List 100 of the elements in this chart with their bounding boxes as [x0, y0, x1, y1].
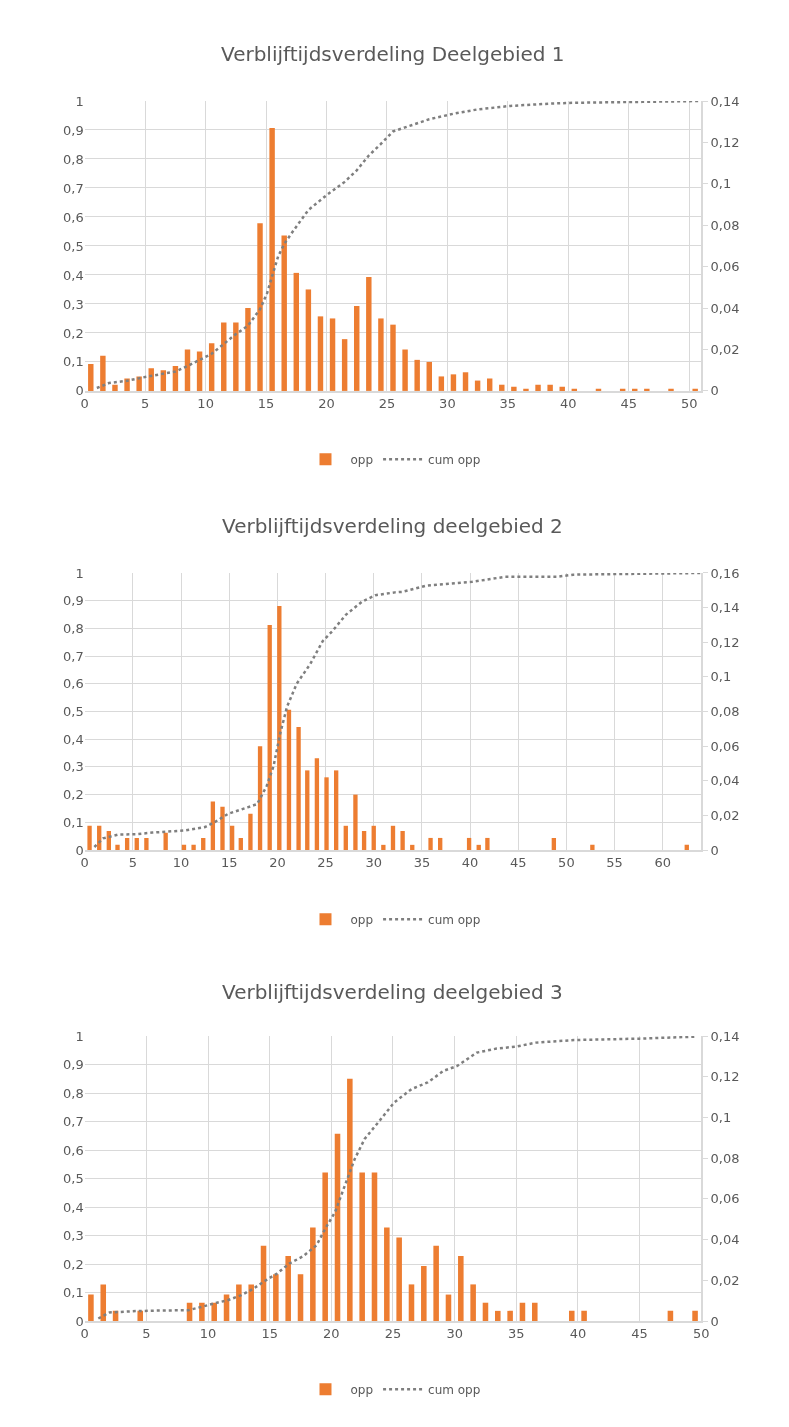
- bar: [257, 223, 263, 391]
- y2-tick-label: 0,08: [710, 704, 740, 720]
- x-tick-label: 35: [413, 855, 431, 871]
- x-tick-label: 50: [680, 396, 698, 412]
- bar: [361, 831, 367, 851]
- bar: [532, 1302, 538, 1322]
- bar: [144, 837, 149, 851]
- y-tick-label: 0,4: [63, 267, 84, 283]
- y-tick-label: 0,8: [63, 1085, 84, 1101]
- bar: [408, 1284, 415, 1322]
- bar: [433, 1245, 439, 1322]
- bar: [305, 770, 310, 851]
- x-tick-label: 50: [558, 855, 575, 871]
- bar: [341, 339, 348, 391]
- bar: [400, 831, 405, 851]
- y2-tick-label: 0,12: [710, 634, 740, 650]
- bar: [124, 378, 130, 391]
- y2-tick-label: 0,14: [710, 1028, 740, 1044]
- y2-tick-label: 0,12: [710, 134, 740, 150]
- x-tick-label: 55: [606, 855, 623, 871]
- legend-label: cum opp: [428, 1383, 481, 1397]
- bar: [381, 844, 386, 851]
- bar: [285, 1255, 291, 1322]
- y-tick-label: 0,6: [63, 1142, 84, 1158]
- y-tick-label: 0,1: [63, 1285, 84, 1301]
- bar: [163, 832, 168, 851]
- bar: [354, 306, 360, 391]
- bar: [466, 837, 472, 851]
- y-tick-label: 0,4: [63, 731, 84, 747]
- bar: [590, 844, 595, 851]
- y-tick-label: 0,6: [63, 676, 84, 692]
- x-tick-label: 20: [269, 855, 286, 871]
- bar: [208, 343, 215, 391]
- y-tick-label: 0,2: [63, 787, 84, 803]
- legend-label: opp: [350, 1383, 374, 1397]
- y-tick-label: 0,7: [63, 1114, 84, 1130]
- y-tick-label: 0: [75, 383, 84, 399]
- legend-label: opp: [350, 912, 374, 927]
- bar: [211, 1302, 217, 1322]
- bar: [438, 837, 443, 851]
- x-tick-label: 15: [257, 396, 275, 412]
- y-tick-label: 0,9: [63, 1057, 84, 1073]
- y-tick-label: 0,2: [63, 325, 84, 341]
- bar: [421, 1266, 427, 1322]
- x-tick-label: 25: [317, 855, 334, 871]
- bar: [495, 1310, 501, 1322]
- y2-tick-label: 0,08: [710, 1150, 740, 1166]
- bar: [396, 1237, 402, 1322]
- bar: [390, 324, 396, 391]
- bar: [551, 837, 557, 851]
- bar: [523, 388, 529, 391]
- y-tick-label: 0,7: [63, 648, 84, 664]
- bar: [450, 374, 457, 391]
- bar: [199, 1302, 205, 1322]
- x-tick-label: 10: [172, 855, 190, 871]
- x-tick-label: 30: [446, 1326, 463, 1342]
- bar: [245, 308, 251, 391]
- bar: [257, 746, 263, 851]
- bar: [619, 388, 626, 391]
- x-tick-label: 5: [142, 1326, 151, 1342]
- bar: [273, 1274, 279, 1322]
- bar: [314, 758, 320, 851]
- bar: [248, 1284, 254, 1322]
- chart-title: Verblijftijdsverdeling deelgebied 2: [222, 514, 563, 538]
- x-tick-label: 20: [318, 396, 335, 412]
- bar: [267, 624, 272, 851]
- y2-tick-label: 0,1: [710, 669, 732, 685]
- y-tick-label: 0,5: [63, 704, 84, 720]
- y2-tick-label: 0,02: [710, 807, 740, 823]
- bar: [547, 384, 553, 391]
- bar: [371, 825, 376, 851]
- x-tick-label: 40: [461, 855, 479, 871]
- y2-tick-label: 0,14: [710, 600, 740, 616]
- bar: [277, 605, 282, 851]
- bar: [87, 825, 92, 851]
- y2-tick-label: 0: [710, 383, 719, 399]
- x-tick-label: 60: [654, 855, 671, 871]
- x-tick-label: 40: [569, 1326, 587, 1342]
- x-tick-label: 5: [141, 396, 150, 412]
- bar: [414, 359, 420, 391]
- y-tick-label: 0,7: [63, 180, 84, 196]
- bar: [353, 794, 358, 851]
- bar: [371, 1172, 378, 1322]
- y-tick-label: 0,9: [63, 593, 84, 609]
- y-tick-label: 0,4: [63, 1199, 84, 1215]
- bar: [88, 364, 94, 391]
- y2-tick-label: 0,02: [710, 342, 740, 358]
- bar: [137, 1310, 144, 1322]
- bar: [581, 1310, 587, 1322]
- line-series: [97, 1036, 697, 1320]
- bar: [317, 316, 324, 391]
- y2-tick-label: 0,06: [710, 1191, 740, 1207]
- bar: [297, 1274, 304, 1322]
- bar: [100, 355, 106, 391]
- y-tick-label: 0,1: [63, 814, 84, 830]
- x-tick-label: 40: [559, 396, 577, 412]
- y2-tick-label: 0,02: [710, 1272, 740, 1288]
- bar: [322, 1172, 328, 1322]
- x-tick-label: 25: [384, 1326, 402, 1342]
- bar: [293, 272, 300, 391]
